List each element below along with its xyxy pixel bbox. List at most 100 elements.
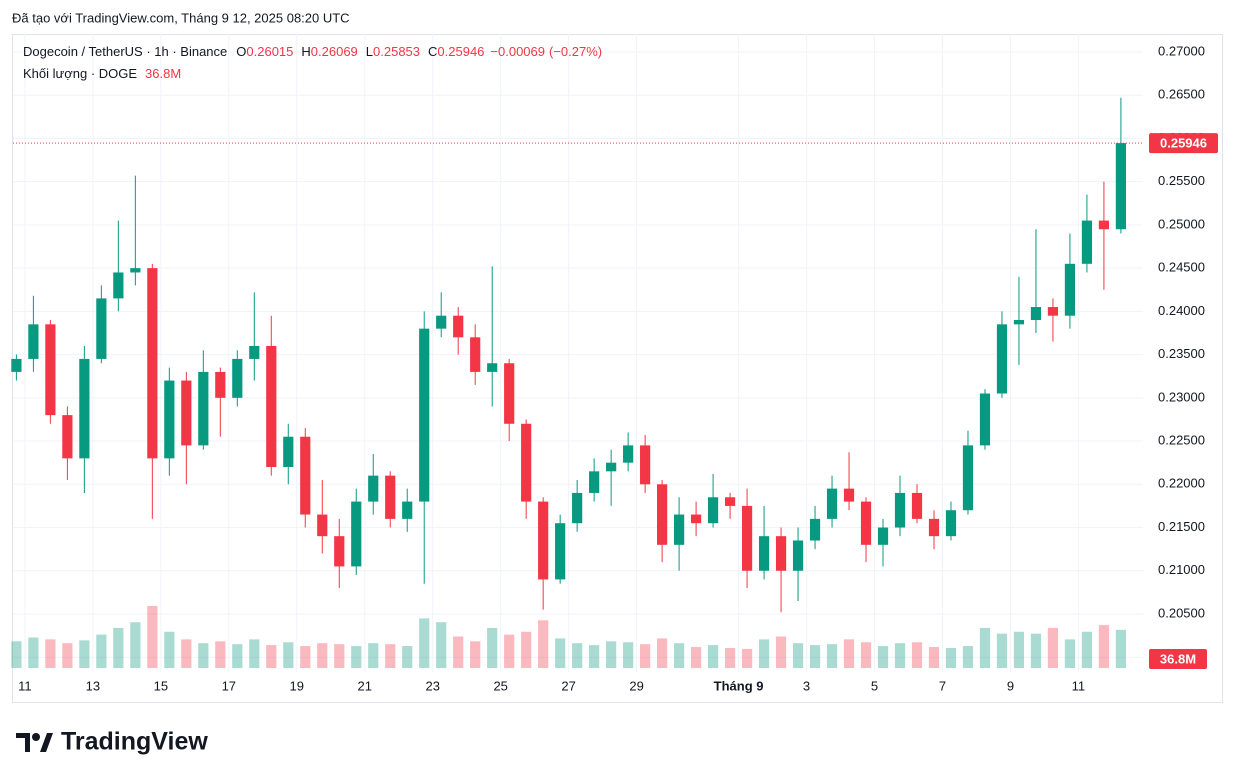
volume-bar [368,643,379,668]
candle-body [487,363,498,372]
x-tick-label: 17 [222,678,236,693]
volume-bar [741,648,753,668]
candle-body [113,272,124,299]
volume-bar [215,641,226,668]
x-tick-label: 13 [86,678,100,693]
volume-bar [62,643,73,668]
candle-body [96,298,107,359]
ohlc-label: O [236,44,246,59]
volume-bar [572,643,583,668]
volume-pane [11,606,1127,668]
candle-body [385,475,396,519]
volume-bar [826,644,838,668]
x-tick-label: 7 [939,678,946,693]
candle-body [911,492,923,519]
candle-body [79,358,90,459]
volume-bar [911,642,923,668]
volume-bar [945,647,957,668]
volume-title: Khối lượng · DOGE [23,66,137,81]
candle-body [657,484,668,545]
volume-bar [962,646,974,668]
volume-bar [1064,639,1076,668]
candle-body [724,497,736,506]
y-tick-label: 0.23500 [1158,346,1205,361]
y-tick-label: 0.21500 [1158,519,1205,534]
change-percent: (−0.27%) [549,44,602,59]
volume-bar [130,622,141,668]
x-tick-label: 29 [629,678,643,693]
x-tick-label: 15 [154,678,168,693]
volume-bar [640,644,651,668]
y-tick-label: 0.21000 [1158,562,1205,577]
volume-bar [521,631,532,668]
volume-value: 36.8M [145,66,181,81]
candle-body [504,363,515,424]
candle-body [826,488,838,519]
candle-body [572,492,583,524]
volume-bar [419,618,430,668]
y-tick-label: 0.26500 [1158,87,1205,102]
volume-bar [979,627,991,668]
candle-body [640,445,651,485]
candle-body [945,510,957,537]
volume-bar [1047,627,1059,668]
candle-body [436,315,447,329]
logo-icon [16,733,30,752]
x-tick-label: 3 [803,678,810,693]
volume-bar [877,646,889,668]
volume-bar [28,637,39,668]
candle-body [266,345,277,467]
y-tick-label: 0.23000 [1158,389,1205,404]
volume-bar [453,636,464,668]
candle-body [555,523,566,580]
volume-bar [113,627,124,668]
ohlc-label: C [428,44,437,59]
candle-body [198,371,209,446]
candle-body [707,497,719,524]
volume-bar [317,643,328,668]
volume-bar [385,644,396,668]
y-tick-label: 0.22500 [1158,432,1205,447]
volume-bar [775,636,787,668]
volume-bar [436,622,447,668]
volume-bar [589,645,600,668]
volume-bar [707,645,719,668]
volume-bar [334,644,345,668]
volume-bar [504,634,515,668]
x-tick-label: 21 [358,678,372,693]
volume-bar [1115,629,1127,668]
candles [11,97,1143,613]
candle-body [996,324,1008,394]
change-value: −0.00069 [490,44,545,59]
ohlc-label: H [301,44,310,59]
volume-bar [928,647,940,668]
candle-body [1047,307,1059,316]
x-tick-label: Tháng 9 [714,678,764,693]
candle-body [758,536,770,571]
candle-body [979,393,991,446]
volume-bar [860,642,872,668]
candle-body [181,380,192,446]
volume-bar [1081,631,1093,668]
x-tick-label: 19 [290,678,304,693]
y-tick-label: 0.20500 [1158,605,1205,620]
candle-body [521,423,532,502]
volume-bar [996,633,1008,668]
last-price-box [1149,133,1218,154]
volume-bar [894,643,906,668]
x-tick-label: 23 [425,678,439,693]
volume-bar [79,640,90,668]
candle-body [28,324,39,359]
y-tick-label: 0.25000 [1158,216,1205,231]
volume-bar [232,644,243,668]
volume-bar [283,642,294,668]
ohlc-value: 0.26069 [311,44,358,59]
volume-bar [674,643,685,668]
candle-body [1064,263,1076,316]
volume-bar [249,639,260,668]
logo-icon [32,733,40,741]
candle-body [470,337,481,372]
candle-body [215,371,226,398]
volume-bar [181,639,192,668]
